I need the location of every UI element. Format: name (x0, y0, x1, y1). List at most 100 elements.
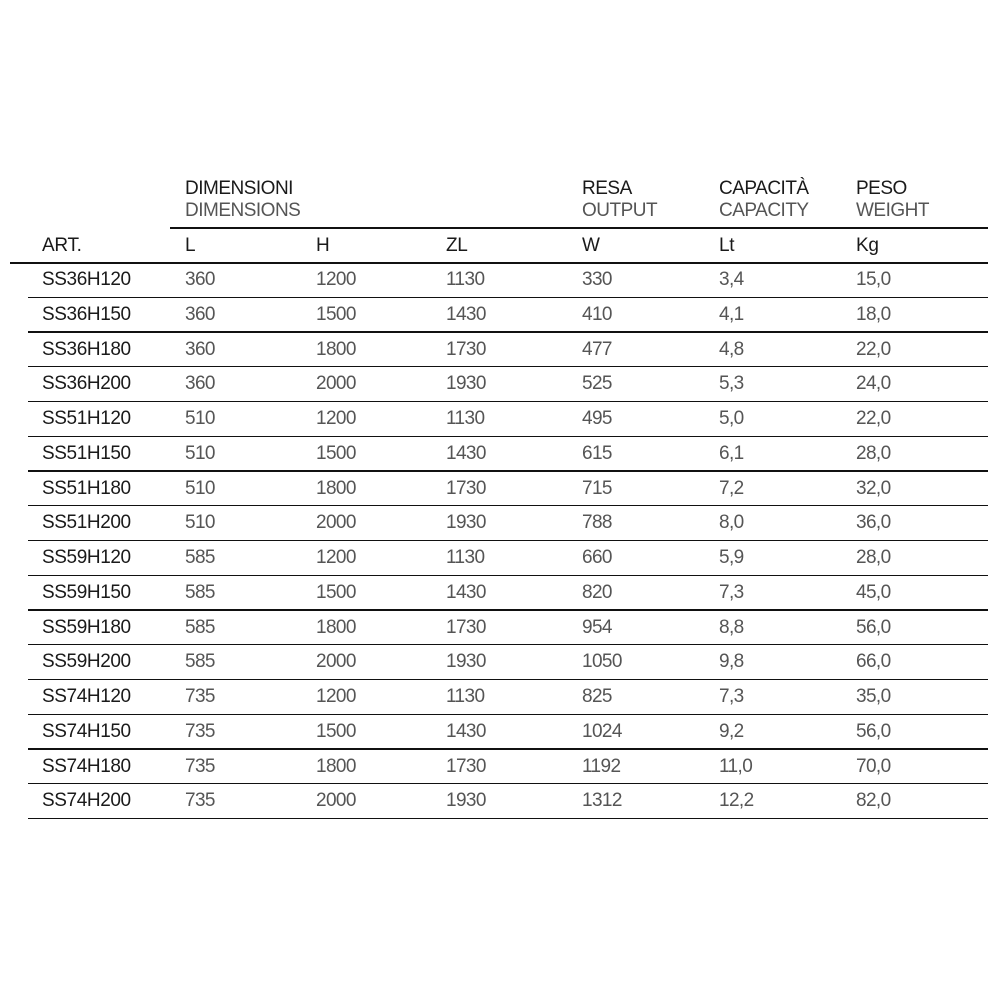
cell-w: 1050 (582, 651, 622, 673)
cell-lt: 8,8 (719, 616, 744, 638)
cell-zl: 1430 (446, 720, 486, 742)
column-header-divider (10, 262, 988, 264)
cell-l: 585 (185, 651, 216, 673)
row-divider (28, 366, 988, 368)
cell-kg: 22,0 (856, 408, 891, 429)
cell-kg: 18,0 (856, 303, 891, 325)
cell-l: 585 (185, 547, 216, 568)
cell-art: SS59H200 (42, 651, 131, 673)
cell-art: SS59H180 (42, 616, 131, 638)
cell-w: 825 (582, 686, 613, 707)
group-weight-en: WEIGHT (856, 200, 930, 221)
cell-zl: 1730 (446, 477, 486, 499)
cell-l: 510 (185, 442, 216, 464)
cell-lt: 3,4 (719, 269, 744, 290)
cell-lt: 7,2 (719, 477, 744, 499)
cell-h: 1200 (316, 269, 356, 290)
table-row: SS74H150 735 1500 1430 1024 9,2 56,0 (0, 715, 1000, 750)
column-header-kg: Kg (856, 235, 879, 256)
cell-lt: 8,0 (719, 512, 744, 534)
row-divider (28, 678, 988, 681)
row-divider (28, 470, 988, 472)
cell-kg: 56,0 (856, 616, 891, 638)
cell-h: 1800 (316, 338, 356, 360)
column-header-w: W (582, 235, 600, 256)
cell-w: 660 (582, 547, 613, 568)
row-divider (28, 435, 988, 437)
cell-kg: 28,0 (856, 442, 891, 464)
cell-kg: 66,0 (856, 651, 891, 673)
cell-art: SS59H120 (42, 547, 131, 568)
cell-lt: 12,2 (719, 790, 754, 812)
cell-w: 954 (582, 616, 613, 638)
cell-lt: 11,0 (719, 755, 753, 777)
row-divider (28, 644, 988, 646)
row-divider (28, 783, 988, 785)
cell-zl: 1130 (446, 686, 485, 707)
cell-w: 477 (582, 338, 613, 360)
cell-h: 1500 (316, 581, 356, 603)
cell-kg: 24,0 (856, 373, 891, 395)
cell-l: 735 (185, 790, 216, 812)
cell-art: SS36H200 (42, 373, 131, 395)
table-row: SS74H180 735 1800 1730 1192 11,0 70,0 (0, 750, 1000, 785)
table-row: SS51H180 510 1800 1730 715 7,2 32,0 (0, 472, 1000, 507)
table-row: SS51H150 510 1500 1430 615 6,1 28,0 (0, 437, 1000, 472)
cell-kg: 28,0 (856, 547, 891, 568)
cell-kg: 82,0 (856, 790, 891, 812)
cell-l: 510 (185, 408, 216, 429)
table-row: SS51H120 510 1200 1130 495 5,0 22,0 (0, 402, 1000, 437)
cell-w: 330 (582, 269, 613, 290)
cell-lt: 7,3 (719, 581, 744, 603)
cell-l: 585 (185, 616, 216, 638)
table-row: SS36H200 360 2000 1930 525 5,3 24,0 (0, 367, 1000, 403)
cell-zl: 1930 (446, 373, 486, 395)
cell-kg: 35,0 (856, 686, 891, 707)
cell-l: 510 (185, 477, 216, 499)
column-header-l: L (185, 235, 196, 256)
cell-zl: 1430 (446, 303, 486, 325)
cell-zl: 1130 (446, 547, 485, 568)
cell-l: 360 (185, 303, 216, 325)
cell-l: 360 (185, 269, 216, 290)
cell-art: SS74H120 (42, 686, 131, 707)
cell-zl: 1730 (446, 616, 486, 638)
cell-h: 2000 (316, 512, 356, 534)
row-divider (28, 574, 988, 576)
cell-w: 410 (582, 303, 613, 325)
group-output-it: RESA (582, 178, 632, 199)
cell-art: SS74H200 (42, 790, 131, 812)
cell-zl: 1430 (446, 581, 486, 603)
cell-h: 1800 (316, 755, 356, 777)
column-header-zl: ZL (446, 235, 468, 256)
cell-h: 1500 (316, 303, 356, 325)
row-divider (28, 539, 988, 542)
cell-art: SS74H150 (42, 720, 131, 742)
group-capacity-en: CAPACITY (719, 200, 809, 221)
cell-h: 1500 (316, 720, 356, 742)
cell-h: 2000 (316, 790, 356, 812)
cell-w: 1024 (582, 720, 622, 742)
column-header-h: H (316, 235, 330, 256)
cell-l: 585 (185, 581, 216, 603)
cell-h: 1200 (316, 686, 356, 707)
cell-lt: 5,3 (719, 373, 744, 395)
cell-w: 1312 (582, 790, 622, 812)
cell-art: SS51H120 (42, 408, 131, 429)
cell-w: 1192 (582, 755, 621, 777)
cell-lt: 7,3 (719, 686, 744, 707)
table-row: SS51H200 510 2000 1930 788 8,0 36,0 (0, 506, 1000, 542)
cell-l: 360 (185, 338, 216, 360)
cell-art: SS51H150 (42, 442, 131, 464)
cell-art: SS59H150 (42, 581, 131, 603)
cell-zl: 1930 (446, 651, 486, 673)
cell-h: 1800 (316, 616, 356, 638)
group-output-en: OUTPUT (582, 200, 658, 221)
row-divider (28, 296, 988, 298)
cell-kg: 32,0 (856, 477, 891, 499)
column-header-lt: Lt (719, 235, 735, 256)
cell-kg: 56,0 (856, 720, 891, 742)
table-row: SS74H120 735 1200 1130 825 7,3 35,0 (0, 680, 1000, 715)
row-divider (28, 400, 988, 403)
cell-h: 2000 (316, 373, 356, 395)
